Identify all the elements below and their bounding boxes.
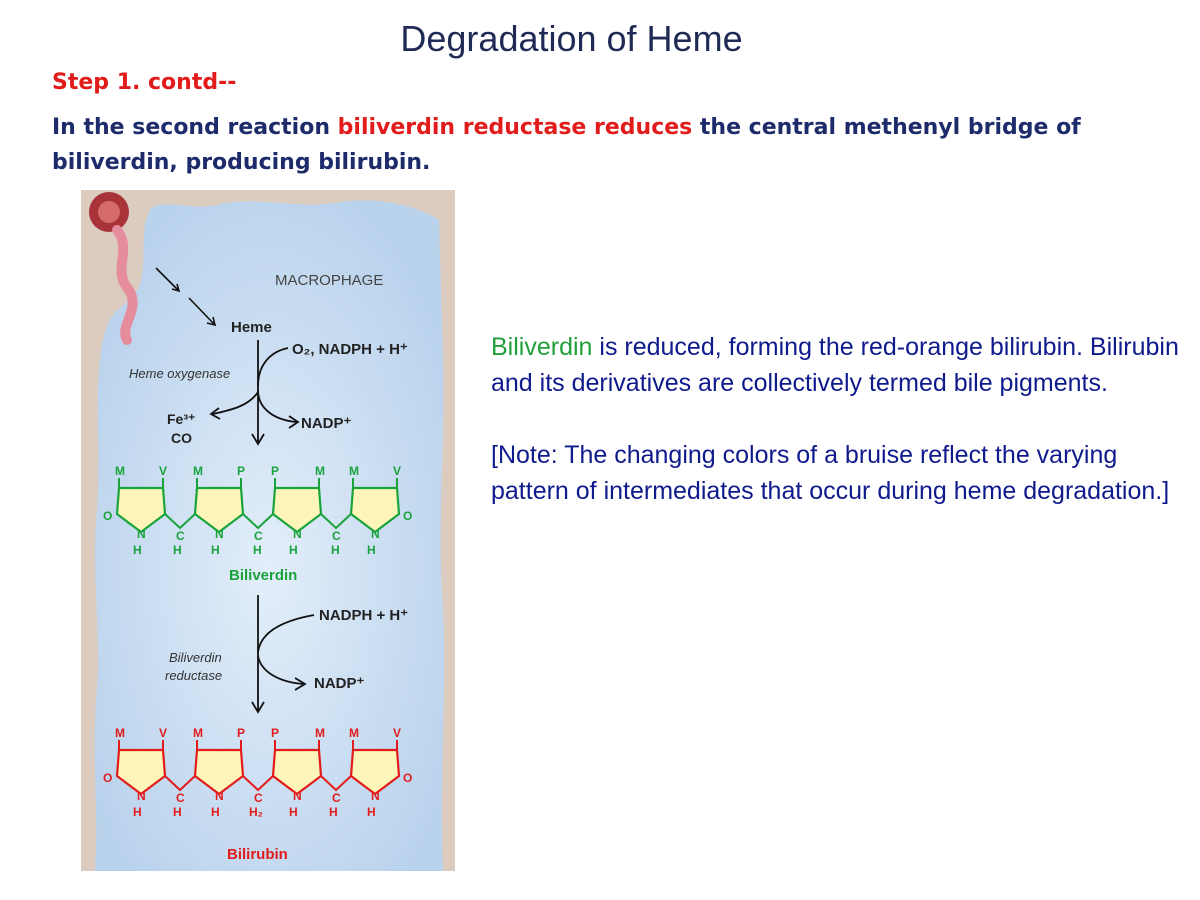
hydrogen-label: H [367, 543, 376, 557]
substituent-label: M [315, 464, 325, 478]
pyrrole-ring [115, 486, 167, 534]
heme-degradation-figure: MACROPHAGE Heme O₂, NADPH + H⁺ Heme oxyg… [81, 190, 455, 871]
ring-nitrogen: N [137, 527, 146, 541]
hydrogen-label: H [331, 543, 340, 557]
pyrrole-ring [271, 486, 323, 534]
reductase-label-line2: reductase [165, 668, 222, 683]
hydrogen-label: H [133, 805, 142, 819]
bridge-bond [320, 513, 352, 530]
explanation-paragraph-1: Biliverdin is reduced, forming the red-o… [491, 329, 1181, 401]
substituent-label: M [193, 464, 203, 478]
ring-nitrogen: N [215, 527, 224, 541]
oxygen-label: O [103, 771, 112, 785]
bilirubin-structure: N M V N M P N P M N M V C C C O O H H H H H H H₂ [103, 726, 412, 819]
substituent-label: M [193, 726, 203, 740]
heme-oxygenase-label: Heme oxygenase [129, 366, 230, 381]
nadph-label-2: NADPH + H⁺ [319, 607, 408, 624]
bridge-bond [242, 775, 274, 792]
hydrogen-label: H [133, 543, 142, 557]
explanation-p1-rest: is reduced, forming the red-orange bilir… [491, 333, 1179, 397]
pyrrole-ring [271, 748, 323, 796]
bridge-bond [320, 775, 352, 792]
substituent-label: P [271, 726, 279, 740]
hydrogen-label: H [211, 805, 220, 819]
substituent-label: P [237, 464, 245, 478]
explanation-paragraph-2: [Note: The changing colors of a bruise r… [491, 441, 1170, 505]
substituent-label: M [115, 464, 125, 478]
entry-arrow [155, 267, 217, 327]
ring-nitrogen: N [371, 789, 380, 803]
ring-nitrogen: N [137, 789, 146, 803]
oxygen-label: O [103, 509, 112, 523]
macrophage-label: MACROPHAGE [275, 272, 383, 289]
ring-nitrogen: N [293, 527, 302, 541]
substituent-label: M [115, 726, 125, 740]
oxygen-label: O [403, 509, 412, 523]
nadp-label-1: NADP⁺ [301, 415, 352, 432]
bridge-carbon: C [332, 529, 341, 543]
bridge-carbon: C [176, 529, 185, 543]
ring-nitrogen: N [293, 789, 302, 803]
biliverdin-structure: N M V N M P N P M N M V C C C O O H H H H H H H [103, 464, 412, 557]
slide-title: Degradation of Heme [400, 18, 743, 59]
pyrrole-ring [193, 748, 245, 796]
fe-label: Fe³⁺ [167, 411, 195, 427]
ring-nitrogen: N [371, 527, 380, 541]
intro-text: In the second reaction biliverdin reduct… [52, 110, 1132, 180]
intro-part2: the central methenyl bridge of biliverdi… [52, 115, 1081, 175]
ring-nitrogen: N [215, 789, 224, 803]
macrophage-cell [94, 200, 445, 871]
bridge-bond [164, 775, 196, 792]
hydrogen-label: H [329, 805, 338, 819]
substituent-label: V [393, 464, 401, 478]
methylene-h2-label: H₂ [249, 805, 263, 819]
bridge-carbon: C [332, 791, 341, 805]
hydrogen-label: H [289, 805, 298, 819]
bilirubin-label: Bilirubin [227, 846, 288, 863]
hydrogen-label: H [173, 805, 182, 819]
oxygen-label: O [403, 771, 412, 785]
bridge-bond [164, 513, 196, 530]
red-blood-cell-icon [89, 192, 138, 345]
hydrogen-label: H [173, 543, 182, 557]
substituent-label: V [393, 726, 401, 740]
pyrrole-ring [115, 748, 167, 796]
nadp-label-2: NADP⁺ [314, 675, 365, 692]
substituent-label: P [237, 726, 245, 740]
pyrrole-ring [349, 486, 401, 534]
intro-highlight: biliverdin reductase reduces [337, 115, 693, 140]
reductase-label-line1: Biliverdin [169, 650, 222, 665]
bridge-carbon: C [176, 791, 185, 805]
o2-nadph-label: O₂, NADPH + H⁺ [292, 341, 408, 358]
pyrrole-ring [349, 748, 401, 796]
bridge-carbon: C [254, 529, 263, 543]
substituent-label: P [271, 464, 279, 478]
hydrogen-label: H [211, 543, 220, 557]
substituent-label: M [349, 726, 359, 740]
biliverdin-word: Biliverdin [491, 333, 593, 361]
substituent-label: V [159, 726, 167, 740]
oxygenase-arrows [209, 340, 300, 446]
explanation-text: Biliverdin is reduced, forming the red-o… [491, 329, 1181, 509]
co-label: CO [171, 430, 192, 446]
reductase-arrows [251, 595, 315, 714]
step-heading: Step 1. contd-- [52, 70, 237, 95]
bridge-bond [242, 513, 274, 530]
pyrrole-ring [193, 486, 245, 534]
hydrogen-label: H [367, 805, 376, 819]
substituent-label: V [159, 464, 167, 478]
hydrogen-label: H [289, 543, 298, 557]
substituent-label: M [315, 726, 325, 740]
hydrogen-label: H [253, 543, 262, 557]
bridge-carbon: C [254, 791, 263, 805]
heme-label: Heme [231, 319, 272, 336]
biliverdin-label: Biliverdin [229, 567, 297, 584]
intro-part1: In the second reaction [52, 115, 338, 140]
substituent-label: M [349, 464, 359, 478]
